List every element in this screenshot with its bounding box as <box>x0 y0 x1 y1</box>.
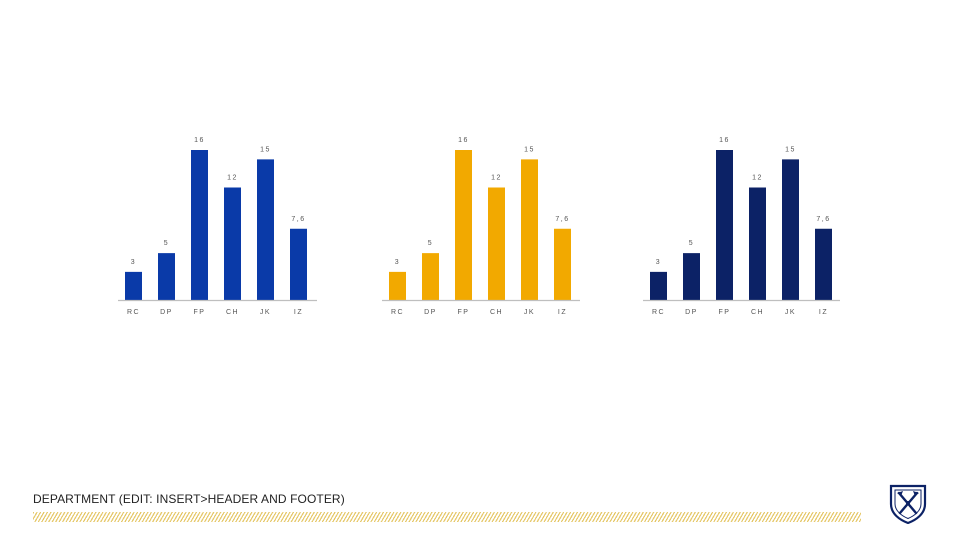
data-label: 5 <box>689 240 694 247</box>
data-label: 12 <box>752 175 763 182</box>
category-tick-label: CH <box>490 309 503 316</box>
data-label: 16 <box>458 137 469 144</box>
bar <box>683 253 700 300</box>
data-label: 15 <box>260 146 271 153</box>
category-tick-label: IZ <box>819 309 828 316</box>
category-tick-label: IZ <box>558 309 567 316</box>
bar <box>488 187 505 300</box>
category-tick-label: RC <box>652 309 665 316</box>
data-label: 3 <box>395 259 400 266</box>
data-label: 5 <box>428 240 433 247</box>
category-tick-label: JK <box>260 309 271 316</box>
data-label: 15 <box>524 146 535 153</box>
category-tick-label: CH <box>751 309 764 316</box>
data-label: 12 <box>227 175 238 182</box>
bar <box>749 187 766 300</box>
category-tick-label: DP <box>424 309 437 316</box>
category-tick-label: RC <box>391 309 404 316</box>
category-tick-label: FP <box>719 309 731 316</box>
logo-shield-icon <box>889 484 927 524</box>
bar <box>782 159 799 300</box>
data-label: 7,6 <box>291 216 305 223</box>
category-tick-label: RC <box>127 309 140 316</box>
bar <box>455 150 472 300</box>
bar <box>554 228 571 300</box>
category-tick-label: FP <box>194 309 206 316</box>
data-label: 3 <box>656 259 661 266</box>
bar <box>125 271 142 300</box>
data-label: 15 <box>785 146 796 153</box>
bar <box>290 228 307 300</box>
category-tick-label: JK <box>524 309 535 316</box>
data-label: 16 <box>194 137 205 144</box>
bar <box>521 159 538 300</box>
bar <box>191 150 208 300</box>
category-tick-label: DP <box>160 309 173 316</box>
footer-department-text: DEPARTMENT (EDIT: INSERT>HEADER AND FOOT… <box>33 492 345 506</box>
data-label: 16 <box>719 137 730 144</box>
category-tick-label: JK <box>785 309 796 316</box>
bar <box>257 159 274 300</box>
category-tick-label: IZ <box>294 309 303 316</box>
bar <box>389 271 406 300</box>
bar <box>716 150 733 300</box>
bar <box>815 228 832 300</box>
data-label: 7,6 <box>555 216 569 223</box>
data-label: 7,6 <box>816 216 830 223</box>
category-tick-label: CH <box>226 309 239 316</box>
bar <box>422 253 439 300</box>
footer-stripe <box>33 512 861 522</box>
data-label: 5 <box>164 240 169 247</box>
bar <box>224 187 241 300</box>
category-tick-label: FP <box>458 309 470 316</box>
category-tick-label: DP <box>685 309 698 316</box>
bar <box>650 271 667 300</box>
bar <box>158 253 175 300</box>
data-label: 12 <box>491 175 502 182</box>
data-label: 3 <box>131 259 136 266</box>
